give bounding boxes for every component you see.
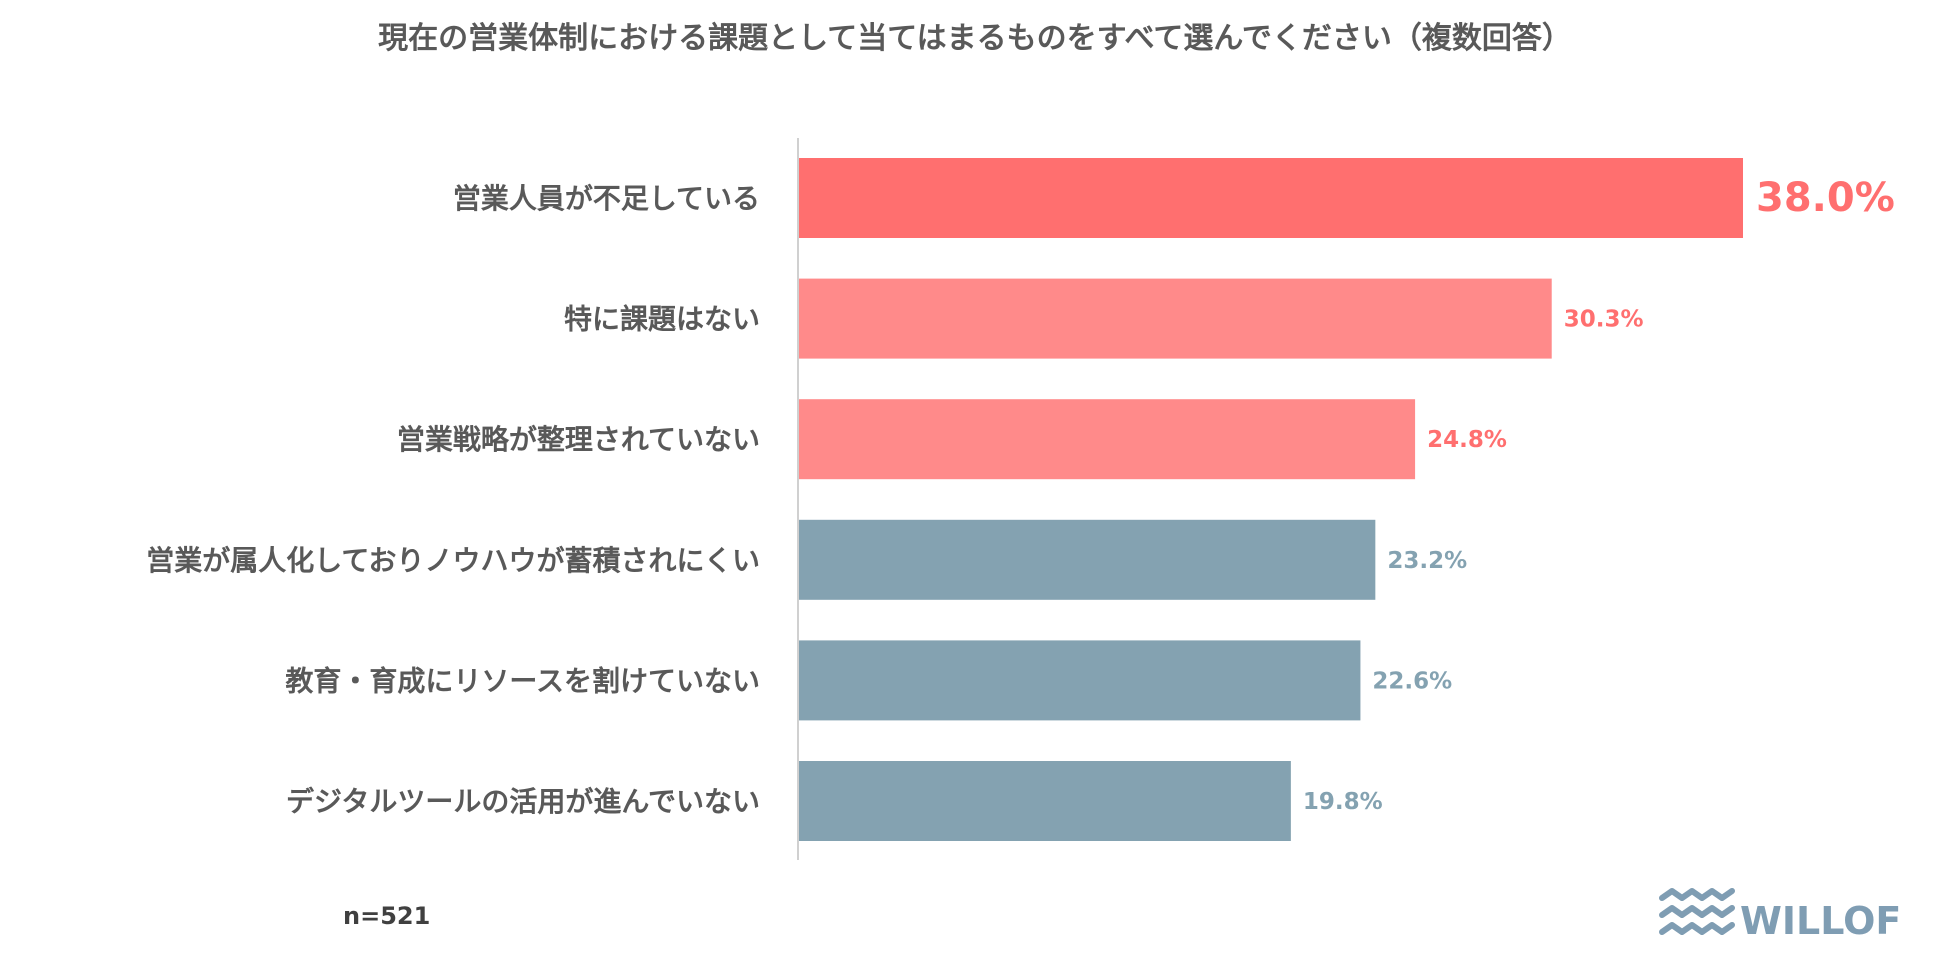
bar bbox=[799, 278, 1552, 359]
bar bbox=[799, 640, 1361, 721]
bars-layer: 営業人員が不足している 38.0% 特に課題はない 30.3% 営業戦略が整理されていな… bbox=[146, 158, 1895, 841]
willof-logo: WILLOF bbox=[1659, 888, 1901, 943]
category-label: 営業戦略が整理されていない bbox=[397, 423, 760, 456]
value-label: 19.8% bbox=[1303, 789, 1383, 815]
waves-icon bbox=[1659, 888, 1735, 935]
category-label: 教育・育成にリソースを割けていない bbox=[285, 664, 760, 697]
bar bbox=[799, 399, 1416, 480]
logo-wordmark: WILLOF bbox=[1740, 899, 1901, 943]
value-label: 30.3% bbox=[1564, 307, 1644, 333]
bar bbox=[799, 519, 1376, 600]
value-label: 38.0% bbox=[1756, 175, 1895, 221]
value-label: 24.8% bbox=[1427, 427, 1507, 453]
bar bbox=[799, 158, 1743, 238]
chart-title: 現在の営業体制における課題として当てはまるものをすべて選んでください（複数回答） bbox=[378, 21, 1572, 56]
category-label: 営業人員が不足している bbox=[453, 182, 760, 215]
sample-size-note: n=521 bbox=[343, 902, 430, 930]
bar bbox=[799, 761, 1291, 841]
value-label: 23.2% bbox=[1387, 548, 1467, 574]
category-label: 特に課題はない bbox=[564, 303, 760, 336]
category-label: デジタルツールの活用が進んでいない bbox=[286, 785, 760, 818]
value-label: 22.6% bbox=[1372, 668, 1452, 694]
category-label: 営業が属人化しておりノウハウが蓄積されにくい bbox=[146, 544, 760, 577]
